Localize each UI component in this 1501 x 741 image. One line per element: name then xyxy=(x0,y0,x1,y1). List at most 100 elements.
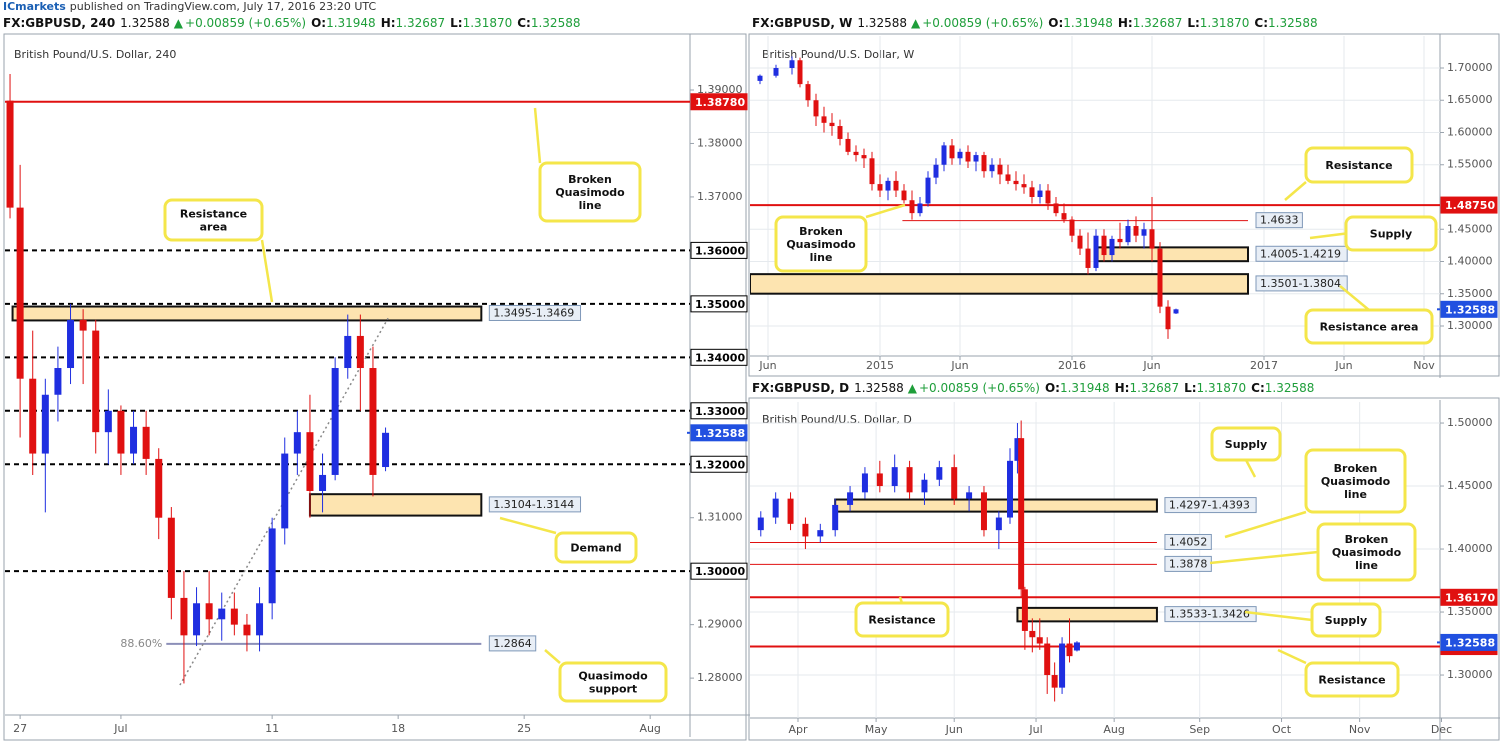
zone xyxy=(308,493,483,517)
quote-h: 1.32687 xyxy=(1129,381,1179,395)
candle-body xyxy=(837,126,843,139)
candle-body xyxy=(382,432,390,468)
x-tick-label: 27 xyxy=(13,722,27,735)
callout-pointer xyxy=(1224,510,1307,539)
candle-body xyxy=(941,145,947,165)
x-tick-label: Dec xyxy=(1431,723,1452,736)
candle-body xyxy=(1021,589,1028,631)
quote-l-label: L: xyxy=(1184,381,1196,395)
x-tick-label: 18 xyxy=(391,722,405,735)
zone-label: 1.4005-1.4219 xyxy=(1260,247,1341,260)
candle-body xyxy=(1141,229,1147,236)
zone-label: 1.4297-1.4393 xyxy=(1169,499,1250,512)
candle-body xyxy=(989,164,995,172)
zone-label-box xyxy=(1164,497,1257,514)
quote-symbol: FX:GBPUSD, W xyxy=(752,16,852,30)
x-tick-label: Nov xyxy=(1413,359,1435,372)
price-tag-label: 1.36000 xyxy=(695,244,745,257)
candle-body xyxy=(1117,238,1123,243)
callout-box xyxy=(1304,146,1414,184)
price-tag-label: 1.36170 xyxy=(1445,591,1495,604)
candle-body xyxy=(142,426,150,459)
candle-body xyxy=(1007,460,1014,518)
candle-body xyxy=(1059,643,1066,688)
candle-body xyxy=(797,60,803,85)
level-label-box xyxy=(488,635,537,652)
zone xyxy=(1096,246,1249,263)
candle-body xyxy=(1077,235,1083,249)
callout-text: line xyxy=(1344,488,1367,501)
quote-c-label: C: xyxy=(1254,16,1268,30)
callout-text: Resistance xyxy=(1318,674,1385,687)
quote-h: 1.32687 xyxy=(1133,16,1183,30)
callout-text: Supply xyxy=(1225,438,1267,451)
price-tag xyxy=(1440,300,1498,318)
zone-label: 1.3533-1.3426 xyxy=(1169,608,1250,621)
candle-body xyxy=(1165,306,1171,330)
x-tick-label: Jun xyxy=(758,359,776,372)
candle-body xyxy=(205,603,213,620)
callout-text: line xyxy=(1355,559,1378,572)
candle-body xyxy=(980,492,987,531)
price-tag-label: 1.32000 xyxy=(695,458,745,471)
callout-text: Supply xyxy=(1370,228,1412,241)
y-tick-label: 1.30000 xyxy=(1447,319,1493,332)
candle-body xyxy=(180,597,188,636)
candle-body xyxy=(957,151,963,159)
candle-body xyxy=(829,122,835,127)
x-tick-label: May xyxy=(865,723,888,736)
y-tick-label: 1.38000 xyxy=(697,136,743,149)
candle-body xyxy=(813,100,819,117)
quote-change: +0.00859 (+0.65%) xyxy=(919,381,1040,395)
y-tick-label: 1.39000 xyxy=(697,83,743,96)
callout-text: Broken xyxy=(568,173,612,186)
price-tag-label: 1.48750 xyxy=(1445,199,1495,212)
price-tag xyxy=(690,424,748,442)
zone-label: 1.3104-1.3144 xyxy=(493,498,574,511)
callout-pointer xyxy=(499,516,557,535)
candle-body xyxy=(167,517,175,598)
candle-body xyxy=(861,473,868,493)
y-tick-label: 1.35000 xyxy=(1447,605,1493,618)
x-tick-label: Aug xyxy=(1103,723,1124,736)
x-tick-label: 2015 xyxy=(866,359,894,372)
zone-label-box xyxy=(1255,275,1348,292)
level-label: 1.4052 xyxy=(1169,535,1208,548)
candle-body xyxy=(772,498,779,518)
quote-change: +0.00859 (+0.65%) xyxy=(185,16,306,30)
candle-body xyxy=(1066,643,1073,657)
price-tag-label: 1.32588 xyxy=(1445,303,1495,316)
candle-body xyxy=(1037,190,1043,197)
level-label: 1.4633 xyxy=(1260,214,1299,227)
candle-body xyxy=(921,479,928,493)
y-tick-label: 1.45000 xyxy=(1447,222,1493,235)
quote-symbol: FX:GBPUSD, 240 xyxy=(3,16,115,30)
quote-o-label: O: xyxy=(1048,16,1063,30)
candle-body xyxy=(861,155,867,159)
zone-label-box xyxy=(488,496,582,513)
callout-box xyxy=(1304,448,1407,514)
candle-body xyxy=(29,378,37,454)
candle-body xyxy=(933,164,939,178)
callout-box xyxy=(1316,522,1417,582)
y-tick-label: 1.40000 xyxy=(1447,255,1493,268)
callout-pointer xyxy=(1309,232,1347,240)
quote-c-label: C: xyxy=(1251,381,1265,395)
callout-text: line xyxy=(579,199,602,212)
candle-body xyxy=(1018,438,1025,590)
candle-body xyxy=(995,517,1002,531)
price-tag-label: 1.34000 xyxy=(695,351,745,364)
callout-box xyxy=(1304,661,1400,698)
quote-c-label: C: xyxy=(517,16,531,30)
quote-l-label: L: xyxy=(450,16,462,30)
chart-title: British Pound/U.S. Dollar, 240 xyxy=(14,48,176,61)
candle-body xyxy=(1109,238,1115,256)
quote-change: +0.00859 (+0.65%) xyxy=(922,16,1043,30)
candle-body xyxy=(821,116,827,123)
callout-text: Broken xyxy=(1334,462,1378,475)
candle-body xyxy=(79,319,87,331)
price-tag xyxy=(690,562,748,580)
candle-body xyxy=(1133,226,1139,236)
candle-body xyxy=(1061,213,1067,220)
